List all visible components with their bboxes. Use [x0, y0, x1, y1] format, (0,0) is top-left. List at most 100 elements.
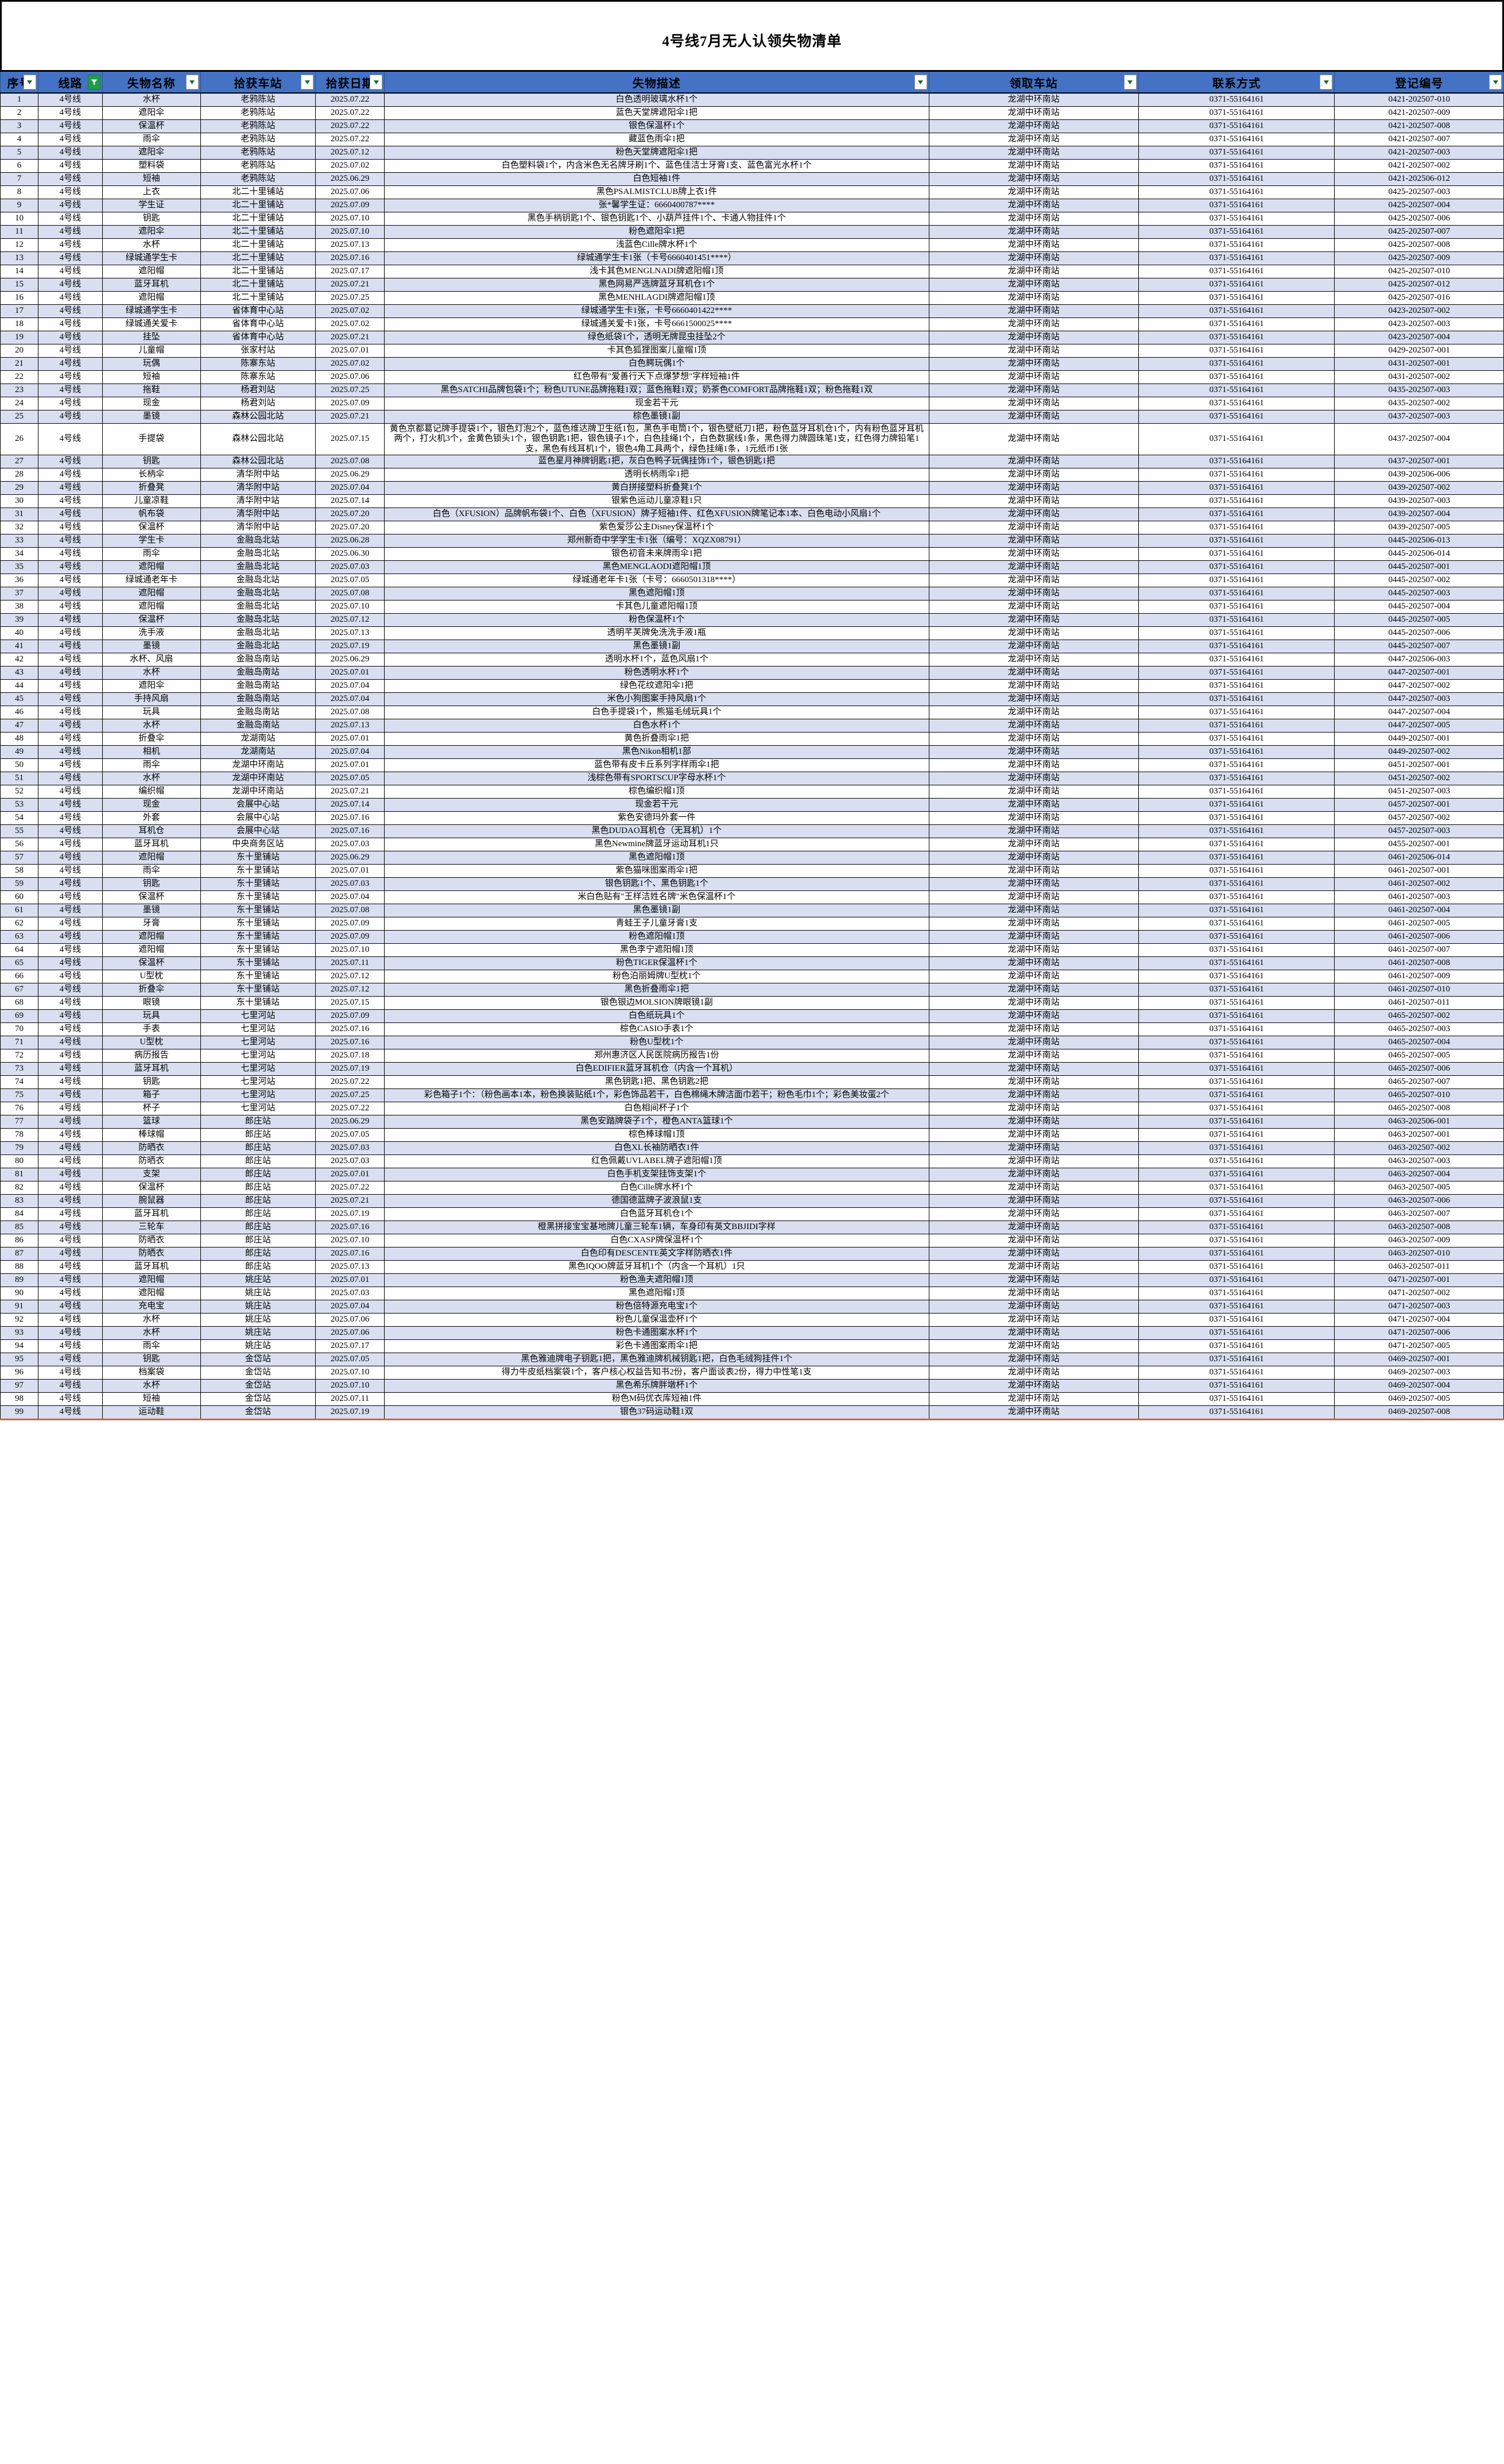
cell-line[interactable]: 4号线: [37, 1299, 103, 1314]
cell-description[interactable]: 红色带有"爱善行天下点爆梦想"字样短袖1件: [384, 370, 929, 384]
cell-line[interactable]: 4号线: [37, 560, 103, 574]
cell-seq[interactable]: 31: [0, 507, 38, 521]
cell-contact[interactable]: 0371-55164161: [1138, 1035, 1335, 1049]
cell-contact[interactable]: 0371-55164161: [1138, 692, 1335, 706]
cell-description[interactable]: 黑色DUDAO耳机仓（无耳机）1个: [384, 824, 929, 838]
cell-reg_no[interactable]: 0469-202507-008: [1334, 1405, 1504, 1420]
cell-contact[interactable]: 0371-55164161: [1138, 1061, 1335, 1076]
cell-contact[interactable]: 0371-55164161: [1138, 731, 1335, 746]
cell-claim_station[interactable]: 龙湖中环南站: [928, 784, 1139, 799]
cell-claim_station[interactable]: 龙湖中环南站: [928, 1035, 1139, 1049]
cell-line[interactable]: 4号线: [37, 692, 103, 706]
cell-line[interactable]: 4号线: [37, 1022, 103, 1036]
cell-reg_no[interactable]: 0461-202507-002: [1334, 877, 1504, 891]
cell-found_date[interactable]: 2025.07.21: [315, 410, 385, 424]
cell-item[interactable]: 绿城通关爱卡: [102, 317, 201, 331]
cell-seq[interactable]: 84: [0, 1207, 38, 1221]
cell-description[interactable]: 粉色U型枕1个: [384, 1035, 929, 1049]
cell-line[interactable]: 4号线: [37, 1207, 103, 1221]
table-row[interactable]: 94 4号线 雨伞 姚庄站 2025.07.17 彩色卡通图案雨伞1把 龙湖中环南站 0371…: [0, 1339, 1504, 1353]
cell-found_date[interactable]: 2025.06.29: [315, 467, 385, 482]
cell-claim_station[interactable]: 龙湖中环南站: [928, 797, 1139, 812]
cell-contact[interactable]: 0371-55164161: [1138, 357, 1335, 371]
cell-item[interactable]: 外套: [102, 811, 201, 825]
filter-dropdown-icon-description[interactable]: [914, 75, 927, 90]
cell-reg_no[interactable]: 0445-202507-007: [1334, 639, 1504, 653]
column-header-description[interactable]: 失物描述: [384, 70, 929, 94]
cell-reg_no[interactable]: 0445-202506-013: [1334, 533, 1504, 548]
table-row[interactable]: 20 4号线 儿童帽 张家村站 2025.07.01 卡其色狐狸图案儿童帽1顶 龙湖中环南站…: [0, 344, 1504, 358]
cell-contact[interactable]: 0371-55164161: [1138, 916, 1335, 931]
cell-found_date[interactable]: 2025.07.13: [315, 238, 385, 252]
cell-description[interactable]: 黑色希乐牌胖墩杯1个: [384, 1378, 929, 1393]
cell-found_station[interactable]: 北二十里铺站: [200, 199, 316, 212]
cell-found_date[interactable]: 2025.07.25: [315, 1088, 385, 1102]
cell-found_date[interactable]: 2025.07.01: [315, 863, 385, 878]
cell-claim_station[interactable]: 龙湖中环南站: [928, 665, 1139, 680]
cell-contact[interactable]: 0371-55164161: [1138, 1075, 1335, 1089]
cell-seq[interactable]: 52: [0, 784, 38, 799]
cell-found_station[interactable]: 张家村站: [200, 344, 316, 358]
cell-found_date[interactable]: 2025.06.29: [315, 652, 385, 667]
cell-description[interactable]: 棕色CASIO手表1个: [384, 1022, 929, 1036]
cell-claim_station[interactable]: 龙湖中环南站: [928, 586, 1139, 600]
cell-claim_station[interactable]: 龙湖中环南站: [928, 454, 1139, 468]
cell-line[interactable]: 4号线: [37, 665, 103, 680]
cell-seq[interactable]: 93: [0, 1326, 38, 1340]
cell-reg_no[interactable]: 0461-202507-006: [1334, 929, 1504, 944]
cell-found_station[interactable]: 北二十里铺站: [200, 278, 316, 292]
cell-line[interactable]: 4号线: [37, 1273, 103, 1287]
cell-item[interactable]: 钥匙: [102, 1075, 201, 1089]
cell-claim_station[interactable]: 龙湖中环南站: [928, 410, 1139, 424]
cell-seq[interactable]: 92: [0, 1312, 38, 1327]
cell-seq[interactable]: 58: [0, 863, 38, 878]
table-row[interactable]: 91 4号线 充电宝 姚庄站 2025.07.04 粉色倍特源充电宝1个 龙湖中环南站 037…: [0, 1299, 1504, 1314]
table-row[interactable]: 59 4号线 钥匙 东十里铺站 2025.07.03 银色钥匙1个、黑色钥匙1个 龙湖中环南…: [0, 877, 1504, 891]
cell-found_station[interactable]: 金融岛北站: [200, 533, 316, 548]
cell-found_station[interactable]: 东十里铺站: [200, 916, 316, 931]
cell-description[interactable]: 黄白拼接塑料折叠凳1个: [384, 481, 929, 495]
cell-description[interactable]: 棕色棒球帽1顶: [384, 1128, 929, 1142]
cell-item[interactable]: 腕鼠器: [102, 1194, 201, 1208]
cell-line[interactable]: 4号线: [37, 1312, 103, 1327]
cell-reg_no[interactable]: 0457-202507-002: [1334, 811, 1504, 825]
cell-found_date[interactable]: 2025.07.03: [315, 1141, 385, 1155]
cell-found_station[interactable]: 郎庄站: [200, 1114, 316, 1129]
cell-line[interactable]: 4号线: [37, 1141, 103, 1155]
cell-description[interactable]: 银色初音未来牌雨伞1把: [384, 547, 929, 561]
cell-line[interactable]: 4号线: [37, 797, 103, 812]
table-row[interactable]: 67 4号线 折叠伞 东十里铺站 2025.07.12 黑色折叠雨伞1把 龙湖中环南站 037…: [0, 982, 1504, 997]
cell-description[interactable]: 绿城通关爱卡1张，卡号6661500025****: [384, 317, 929, 331]
cell-line[interactable]: 4号线: [37, 995, 103, 1010]
cell-found_station[interactable]: 金融岛北站: [200, 547, 316, 561]
cell-found_date[interactable]: 2025.07.17: [315, 265, 385, 278]
cell-item[interactable]: 雨伞: [102, 133, 201, 146]
cell-description[interactable]: 银色37码运动鞋1双: [384, 1405, 929, 1420]
cell-claim_station[interactable]: 龙湖中环南站: [928, 929, 1139, 944]
cell-found_date[interactable]: 2025.07.15: [315, 423, 385, 455]
cell-found_station[interactable]: 森林公园北站: [200, 423, 316, 455]
cell-claim_station[interactable]: 龙湖中环南站: [928, 1141, 1139, 1155]
cell-reg_no[interactable]: 0461-202507-007: [1334, 943, 1504, 957]
cell-claim_station[interactable]: 龙湖中环南站: [928, 560, 1139, 574]
cell-item[interactable]: 手表: [102, 1022, 201, 1036]
cell-contact[interactable]: 0371-55164161: [1138, 824, 1335, 838]
cell-item[interactable]: 折叠凳: [102, 481, 201, 495]
cell-found_station[interactable]: 北二十里铺站: [200, 225, 316, 239]
cell-claim_station[interactable]: 龙湖中环南站: [928, 1167, 1139, 1181]
cell-claim_station[interactable]: 龙湖中环南站: [928, 238, 1139, 252]
table-row[interactable]: 10 4号线 钥匙 北二十里铺站 2025.07.10 黑色手柄钥匙1个、银色钥匙1个、小…: [0, 212, 1504, 226]
column-header-claim-station[interactable]: 领取车站: [928, 70, 1139, 94]
cell-found_date[interactable]: 2025.07.03: [315, 837, 385, 851]
cell-contact[interactable]: 0371-55164161: [1138, 344, 1335, 358]
cell-line[interactable]: 4号线: [37, 850, 103, 865]
cell-found_date[interactable]: 2025.07.16: [315, 824, 385, 838]
cell-item[interactable]: 长柄伞: [102, 467, 201, 482]
cell-reg_no[interactable]: 0421-202506-012: [1334, 172, 1504, 186]
cell-reg_no[interactable]: 0461-202507-008: [1334, 956, 1504, 970]
cell-seq[interactable]: 20: [0, 344, 38, 358]
cell-reg_no[interactable]: 0431-202507-001: [1334, 357, 1504, 371]
cell-found_date[interactable]: 2025.07.21: [315, 331, 385, 344]
cell-reg_no[interactable]: 0471-202507-004: [1334, 1312, 1504, 1327]
cell-description[interactable]: 透明芊芙牌免洗洗手液1瓶: [384, 626, 929, 640]
